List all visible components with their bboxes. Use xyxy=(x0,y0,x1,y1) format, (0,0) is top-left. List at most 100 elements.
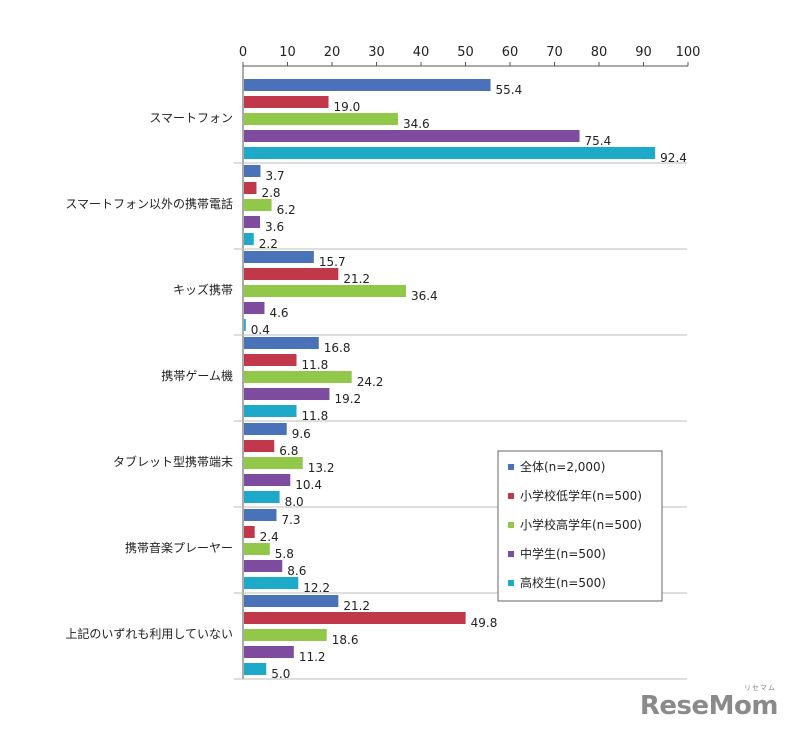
bar xyxy=(244,543,270,555)
data-label: 11.8 xyxy=(302,409,329,423)
bar xyxy=(244,147,656,159)
bar xyxy=(244,457,303,469)
bar xyxy=(244,663,267,675)
legend-entry: 中学生(n=500) xyxy=(520,546,606,561)
data-label: 10.4 xyxy=(295,478,322,492)
data-label: 2.8 xyxy=(261,186,280,200)
data-label: 2.2 xyxy=(259,237,278,251)
x-tick-label: 90 xyxy=(635,45,652,60)
bar xyxy=(244,165,261,177)
data-label: 75.4 xyxy=(585,134,612,148)
bar xyxy=(244,182,257,194)
bar xyxy=(244,612,466,624)
data-label: 21.2 xyxy=(343,599,370,613)
bars: 55.4 19.0 34.6 75.4 92.4 3.7 2.8 6.2 3.6 2.2 15.7 2… xyxy=(244,79,687,681)
bar xyxy=(244,113,398,125)
bar xyxy=(244,577,299,589)
legend-swatch xyxy=(508,493,514,499)
bar xyxy=(244,251,314,263)
data-label: 16.8 xyxy=(324,341,351,355)
bar xyxy=(244,302,265,314)
bar xyxy=(244,199,272,211)
data-label: 19.2 xyxy=(334,392,361,406)
x-tick-label: 60 xyxy=(502,45,519,60)
category-label: 上記のいずれも利用していない xyxy=(65,626,233,641)
x-tick-label: 30 xyxy=(368,45,385,60)
bar xyxy=(244,509,277,521)
bar xyxy=(244,474,291,486)
legend-box xyxy=(497,450,663,602)
data-label: 36.4 xyxy=(411,289,438,303)
legend-entry: 高校生(n=500) xyxy=(520,575,606,590)
resemom-logo: ReseMom リセマム xyxy=(640,684,779,721)
data-label: 3.6 xyxy=(265,220,284,234)
bar xyxy=(244,285,406,297)
bar xyxy=(244,96,329,108)
data-label: 6.8 xyxy=(279,444,298,458)
bar xyxy=(244,646,294,658)
x-tick-label: 40 xyxy=(413,45,430,60)
x-tick-label: 80 xyxy=(591,45,608,60)
bar xyxy=(244,388,330,400)
bar xyxy=(244,595,339,607)
category-labels: スマートフォンスマートフォン以外の携帯電話キッズ携帯携帯ゲーム機タブレット型携帯… xyxy=(65,111,233,641)
bar xyxy=(244,233,254,245)
bar xyxy=(244,491,280,503)
x-tick-label: 0 xyxy=(239,45,247,60)
data-label: 21.2 xyxy=(343,272,370,286)
data-label: 15.7 xyxy=(319,255,346,269)
data-label: 19.0 xyxy=(334,100,361,114)
legend: 全体(n=2,000) 小学校低学年(n=500) 小学校高学年(n=500) 中学生… xyxy=(497,450,663,602)
category-label: スマートフォン以外の携帯電話 xyxy=(65,196,233,211)
legend-swatch xyxy=(508,580,514,586)
bar xyxy=(244,130,580,142)
data-label: 2.4 xyxy=(260,530,279,544)
category-label: 携帯ゲーム機 xyxy=(161,368,233,383)
category-label: 携帯音楽プレーヤー xyxy=(125,540,233,555)
bar xyxy=(244,319,246,331)
data-label: 18.6 xyxy=(332,633,359,647)
bar xyxy=(244,405,297,417)
legend-swatch xyxy=(508,551,514,557)
category-label: スマートフォン xyxy=(149,111,233,125)
data-label: 8.6 xyxy=(287,564,306,578)
bar xyxy=(244,629,327,641)
bar xyxy=(244,268,339,280)
data-label: 3.7 xyxy=(265,169,284,183)
legend-swatch xyxy=(508,464,514,470)
data-label: 12.2 xyxy=(303,581,330,595)
legend-entry: 全体(n=2,000) xyxy=(520,459,605,474)
legend-swatch xyxy=(508,522,514,528)
data-label: 11.2 xyxy=(299,650,326,664)
data-label: 5.8 xyxy=(275,547,294,561)
category-label: キッズ携帯 xyxy=(173,282,233,297)
category-label: タブレット型携帯端末 xyxy=(113,454,233,469)
data-label: 24.2 xyxy=(357,375,384,389)
data-label: 6.2 xyxy=(277,203,296,217)
bar xyxy=(244,526,255,538)
data-label: 49.8 xyxy=(471,616,498,630)
data-label: 34.6 xyxy=(403,117,430,131)
bar xyxy=(244,440,275,452)
data-label: 9.6 xyxy=(292,427,311,441)
bar xyxy=(244,560,283,572)
bar xyxy=(244,354,297,366)
data-label: 11.8 xyxy=(302,358,329,372)
x-tick-label: 100 xyxy=(676,45,701,60)
x-tick-label: 10 xyxy=(279,45,296,60)
data-label: 5.0 xyxy=(271,667,290,681)
legend-entry: 小学校低学年(n=500) xyxy=(520,488,642,503)
data-label: 7.3 xyxy=(281,513,300,527)
bar xyxy=(244,216,261,228)
data-label: 92.4 xyxy=(660,151,687,165)
data-label: 13.2 xyxy=(308,461,335,475)
data-label: 55.4 xyxy=(496,83,523,97)
data-label: 4.6 xyxy=(269,306,288,320)
data-label: 0.4 xyxy=(251,323,270,337)
watermark-sub: リセマム xyxy=(744,684,776,692)
x-tick-label: 20 xyxy=(324,45,341,60)
x-tick-label: 70 xyxy=(546,45,563,60)
data-label: 8.0 xyxy=(285,495,304,509)
legend-entry: 小学校高学年(n=500) xyxy=(520,517,642,532)
bar xyxy=(244,423,287,435)
